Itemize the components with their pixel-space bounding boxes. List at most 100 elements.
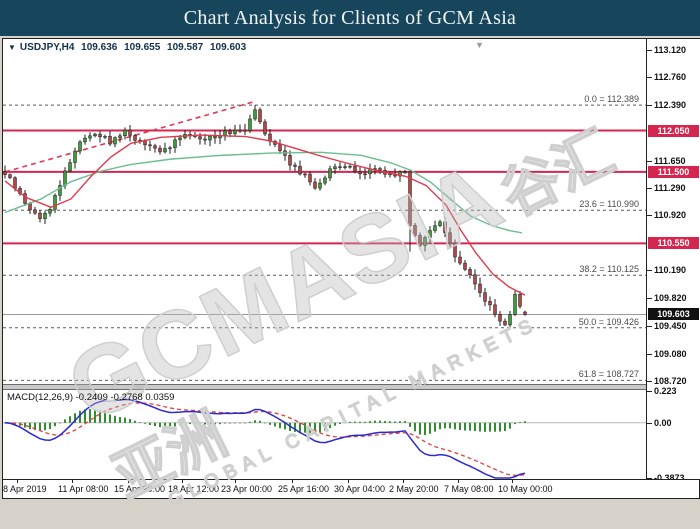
candle-body (333, 166, 337, 170)
macd-hist-bar (74, 413, 76, 423)
candle-body (213, 136, 217, 139)
candle-body (43, 212, 47, 219)
macd-hist-bar (274, 422, 276, 427)
candle-body (403, 171, 407, 173)
axis-tick (647, 478, 652, 479)
candle-body (453, 242, 457, 258)
macd-hist-bar (259, 420, 261, 423)
macd-hist-bar (334, 422, 336, 426)
panel-splitter[interactable] (3, 384, 699, 390)
candle-body (63, 170, 67, 186)
candle-body (338, 166, 342, 168)
price-tick-label: 112.390 (654, 100, 687, 110)
macd-hist-bar (314, 422, 316, 434)
macd-main-line (4, 398, 526, 479)
candle-body (48, 209, 52, 214)
candle-body (438, 221, 442, 226)
macd-hist-bar (254, 420, 256, 423)
price-tick-label: 111.290 (654, 182, 686, 193)
candle-body (153, 145, 157, 149)
price-tick-label: 108.720 (654, 375, 687, 386)
candle-body (328, 168, 332, 179)
macd-hist-bar (124, 417, 126, 423)
candle-body (228, 130, 232, 135)
candle-body (128, 129, 132, 136)
macd-value-hist: 0.0359 (145, 392, 175, 403)
macd-hist-bar (109, 414, 111, 423)
candle-body (58, 185, 62, 196)
macd-hist-bar (319, 422, 321, 433)
chevron-down-icon[interactable]: ▼ (8, 43, 16, 52)
candle-body (468, 269, 472, 275)
macd-hist-bar (439, 422, 441, 430)
candle-body (83, 137, 87, 143)
axis-tick (647, 215, 652, 217)
macd-hist-bar (324, 422, 326, 431)
price-tick-label: 109.080 (654, 348, 687, 359)
macd-hist-bar (414, 422, 416, 432)
macd-hist-bar (524, 421, 526, 423)
axis-tick (647, 391, 652, 392)
macd-histogram (4, 409, 526, 436)
candle-body (28, 203, 32, 211)
macd-hist-bar (374, 420, 376, 423)
macd-hist-bar (509, 422, 511, 429)
candle-body (353, 165, 357, 172)
macd-hist-bar (184, 422, 186, 425)
macd-hist-bar (54, 422, 56, 427)
candle-body (423, 237, 427, 246)
macd-hist-bar (484, 422, 486, 432)
date-tick-label: 11 Apr 08:00 (58, 484, 109, 494)
date-tick (182, 479, 183, 483)
header-open: 109.636 (81, 42, 118, 53)
macd-hist-bar (219, 422, 221, 425)
macd-hist-bar (339, 422, 341, 425)
macd-hist-bar (419, 422, 421, 435)
time-axis[interactable]: 8 Apr 2019 11 Apr 08:00 15 Apr 20:00 18 Apr… (3, 479, 699, 498)
candle-body (513, 294, 517, 315)
macd-hist-bar (94, 409, 96, 423)
macd-hist-bar (279, 422, 281, 429)
price-axis[interactable]: 113.120 112.760 112.390 111.650 111.290 110.9… (646, 39, 700, 483)
candle-body (293, 164, 297, 167)
candle-body (168, 147, 172, 150)
candle-body (398, 171, 402, 177)
axis-tick (647, 187, 652, 189)
axis-tick (647, 77, 652, 79)
macd-hist-bar (69, 416, 71, 423)
candle-body (308, 173, 312, 183)
macd-hist-bar (234, 422, 236, 424)
date-tick (512, 479, 513, 483)
macd-hist-bar (64, 419, 66, 423)
macd-hist-bar (34, 422, 36, 431)
macd-hist-bar (429, 422, 431, 434)
candlestick-series (3, 105, 527, 330)
macd-hist-bar (239, 422, 241, 424)
price-tick-label: 111.650 (654, 155, 686, 166)
macd-hist-bar (169, 422, 171, 428)
chart-shift-marker-icon[interactable]: ▼ (475, 40, 484, 50)
macd-hist-bar (344, 422, 346, 424)
candle-body (73, 150, 77, 163)
macd-hist-bar (194, 422, 196, 424)
macd-hist-bar (379, 420, 381, 423)
macd-hist-bar (354, 421, 356, 423)
macd-hist-bar (104, 412, 106, 423)
candle-body (478, 283, 482, 293)
macd-hist-bar (514, 422, 516, 425)
macd-hist-bar (459, 422, 461, 431)
candle-body (108, 136, 112, 145)
macd-plot[interactable] (3, 390, 646, 479)
candle-body (118, 135, 122, 138)
ma-green-line (4, 151, 523, 234)
macd-hist-bar (59, 422, 61, 424)
candle-body (443, 221, 447, 233)
axis-tick (647, 325, 652, 327)
macd-hist-bar (424, 422, 426, 436)
candle-body (343, 166, 347, 168)
axis-tick (647, 50, 652, 52)
candle-body (483, 292, 487, 302)
date-tick (235, 479, 236, 483)
candle-body (203, 138, 207, 141)
main-chart-plot[interactable] (3, 39, 646, 384)
